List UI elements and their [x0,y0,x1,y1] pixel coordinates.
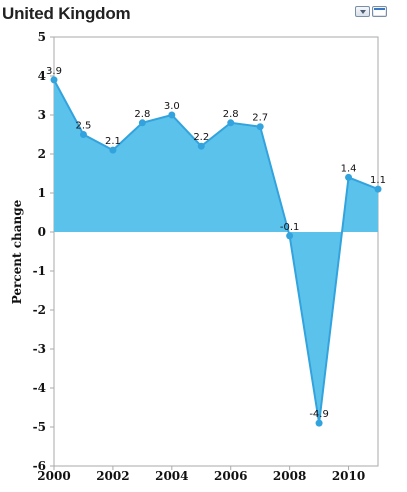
y-tick-label: 0 [38,225,46,239]
data-label: 2.2 [193,132,209,143]
data-point[interactable] [50,76,58,84]
data-label: 2.5 [76,121,92,132]
y-tick-label: -3 [33,342,46,356]
data-point[interactable] [79,131,87,138]
x-tick-label: 2002 [96,469,129,483]
y-tick-label: -2 [33,303,46,317]
y-tick-label: 3 [38,108,46,122]
y-axis: 5 4 3 2 1 0 -1 -2 -3 -4 -5 -6 [33,30,54,473]
data-label: -4.9 [309,409,329,420]
y-tick-label: 5 [38,30,46,44]
y-tick-label: -4 [33,381,46,395]
data-label: -0.1 [280,222,300,233]
x-tick-label: 2010 [332,469,365,483]
x-tick-label: 2008 [273,469,306,483]
plot-frame [53,36,379,467]
marks-layer: 3.9 2.5 2.1 2.8 3.0 2.2 2.8 2.7 -0.1 -4.9 1.4 1.1 [46,66,386,427]
data-point[interactable] [256,123,264,131]
x-tick-label: 2004 [155,469,188,483]
data-point[interactable] [374,185,382,193]
window-icon[interactable] [372,6,387,17]
data-point[interactable] [345,173,353,181]
data-label: 1.1 [370,175,386,186]
data-label: 2.7 [252,113,268,124]
x-tick-label: 2000 [37,469,70,483]
data-point[interactable] [109,146,117,154]
data-point[interactable] [138,119,146,127]
data-label: 1.4 [341,163,357,174]
data-label: 3.9 [46,66,62,77]
y-tick-label: -6 [33,459,46,473]
data-point[interactable] [197,142,205,150]
dropdown-icon[interactable] [355,6,370,17]
series-area [54,79,378,424]
data-point[interactable] [227,119,235,127]
y-tick-label: -5 [33,420,46,434]
area-layer [54,79,378,424]
y-tick-label: 4 [38,69,46,83]
data-label: 2.8 [223,109,239,120]
data-label: 3.0 [164,101,180,112]
chart-title: United Kingdom [2,4,131,23]
data-point[interactable] [286,232,294,240]
data-point[interactable] [315,419,323,427]
y-axis-title: Percent change [10,199,24,304]
x-axis: 2000 2002 2004 2006 2008 2010 [37,466,365,483]
x-tick-label: 2006 [214,469,247,483]
chart-controls [355,6,387,17]
y-tick-label: 1 [38,186,46,200]
data-point[interactable] [168,111,176,119]
data-label: 2.1 [105,136,121,147]
y-tick-label: 2 [38,147,46,161]
data-label: 2.8 [134,109,150,120]
y-tick-label: -1 [33,264,46,278]
series-line [53,79,379,424]
